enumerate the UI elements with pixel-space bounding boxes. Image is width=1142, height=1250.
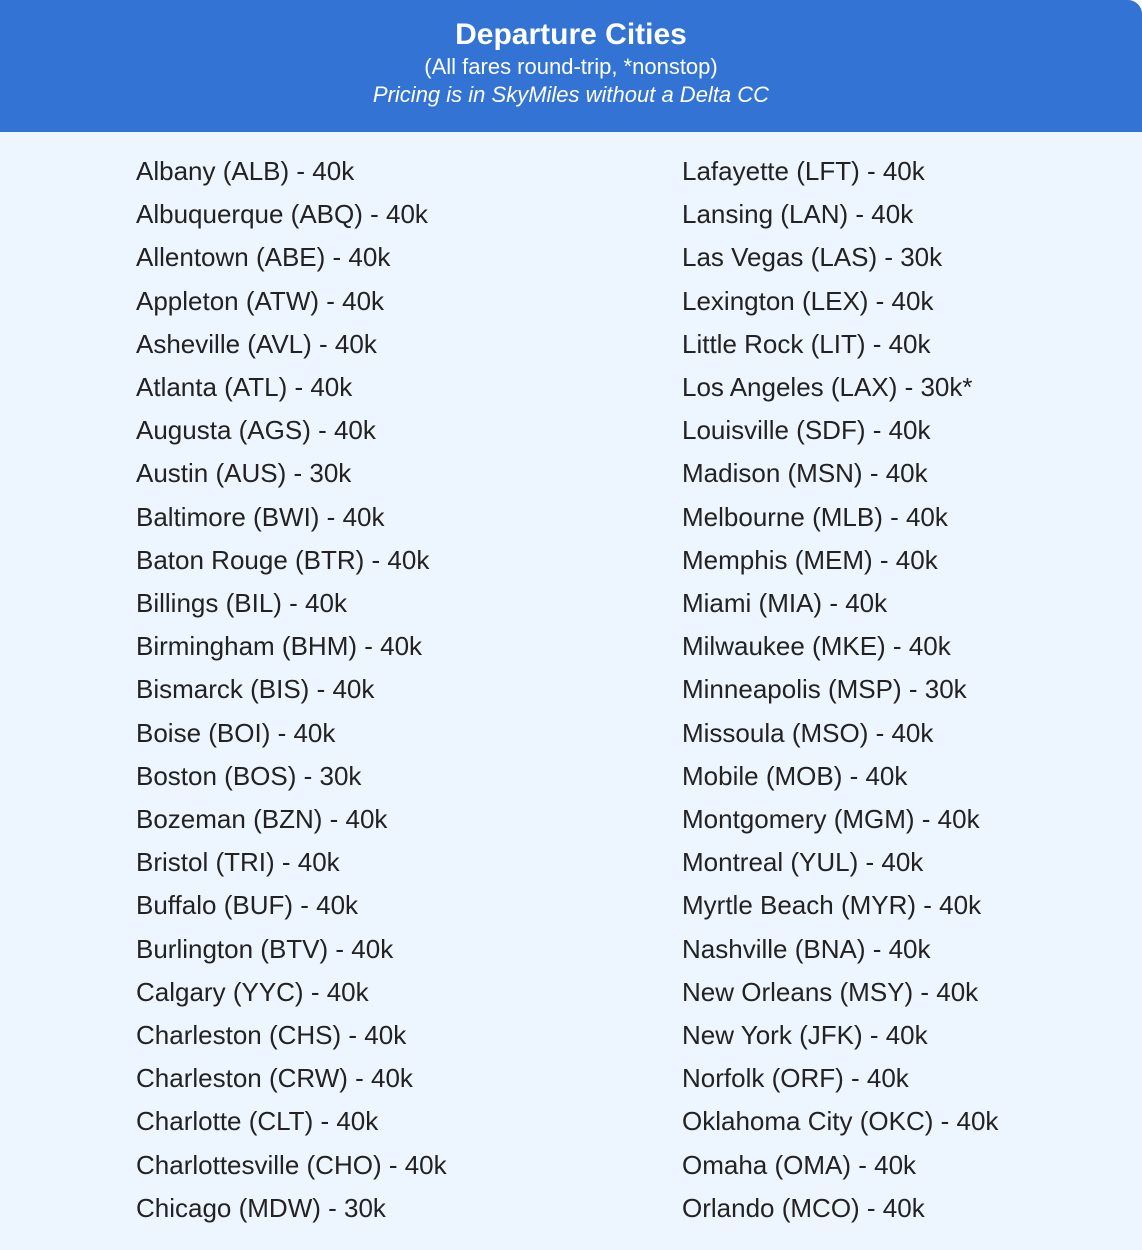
city-item: Little Rock (LIT) - 40k xyxy=(682,328,931,359)
city-item: Albuquerque (ABQ) - 40k xyxy=(136,199,428,230)
city-item: Albany (ALB) - 40k xyxy=(136,156,355,186)
city-item: Charlotte (CLT) - 40k xyxy=(136,1106,379,1137)
city-item: Memphis (MEM) - 40k xyxy=(682,544,938,575)
subtitle: (All fares round-trip, *nonstop) xyxy=(424,54,718,79)
city-item: Allentown (ABE) - 40k xyxy=(136,242,391,273)
city-item: Bozeman (BZN) - 40k xyxy=(136,804,388,835)
city-item: Las Vegas (LAS) - 30k xyxy=(682,242,943,273)
city-item: Calgary (YYC) - 40k xyxy=(136,976,369,1007)
city-item: Mobile (MOB) - 40k xyxy=(682,760,908,791)
city-item: Montreal (YUL) - 40k xyxy=(682,847,924,878)
city-item: Nashville (BNA) - 40k xyxy=(682,933,931,964)
city-item: Appleton (ATW) - 40k xyxy=(136,285,385,316)
city-item: Lafayette (LFT) - 40k xyxy=(682,156,925,186)
city-item: Bismarck (BIS) - 40k xyxy=(136,674,375,705)
page-title: Departure Cities xyxy=(455,18,687,51)
city-item: Myrtle Beach (MYR) - 40k xyxy=(682,890,982,921)
city-item: Omaha (OMA) - 40k xyxy=(682,1149,917,1180)
city-item: Milwaukee (MKE) - 40k xyxy=(682,631,951,662)
city-item: Augusta (AGS) - 40k xyxy=(136,415,376,446)
city-item: Lansing (LAN) - 40k xyxy=(682,199,914,230)
city-item: Norfolk (ORF) - 40k xyxy=(682,1063,909,1094)
city-item: Austin (AUS) - 30k xyxy=(136,458,352,489)
city-item: Atlanta (ATL) - 40k xyxy=(136,372,353,403)
city-item: Bristol (TRI) - 40k xyxy=(136,847,340,878)
city-list-left: Albany (ALB) - 40k Albuquerque (ABQ) - 40… xyxy=(136,150,447,1230)
city-item: Birmingham (BHM) - 40k xyxy=(136,631,423,662)
city-item: Los Angeles (LAX) - 30k* xyxy=(682,372,973,403)
city-item: New York (JFK) - 40k xyxy=(682,1020,928,1051)
city-item: Lexington (LEX) - 40k xyxy=(682,285,934,316)
header: Departure Cities (All fares round-trip, … xyxy=(0,0,1142,132)
city-item: Charlottesville (CHO) - 40k xyxy=(136,1149,447,1180)
city-item: Buffalo (BUF) - 40k xyxy=(136,890,359,921)
city-list-right: Lafayette (LFT) - 40k Lansing (LAN) - 40k… xyxy=(682,150,998,1230)
city-item: Oklahoma City (OKC) - 40k xyxy=(682,1106,999,1137)
city-item: Miami (MIA) - 40k xyxy=(682,588,888,619)
city-item: Louisville (SDF) - 40k xyxy=(682,415,931,446)
city-item: Boston (BOS) - 30k xyxy=(136,760,362,791)
city-item: Missoula (MSO) - 40k xyxy=(682,717,934,748)
city-item: Montgomery (MGM) - 40k xyxy=(682,804,980,835)
city-item: Boise (BOI) - 40k xyxy=(136,717,336,748)
city-item: Charleston (CHS) - 40k xyxy=(136,1020,407,1051)
pricing-note: Pricing is in SkyMiles without a Delta C… xyxy=(372,82,770,107)
city-item: Orlando (MCO) - 40k xyxy=(682,1192,925,1223)
city-item: Melbourne (MLB) - 40k xyxy=(682,501,948,532)
city-item: Charleston (CRW) - 40k xyxy=(136,1063,413,1094)
city-item: Billings (BIL) - 40k xyxy=(136,588,347,619)
city-item: Asheville (AVL) - 40k xyxy=(136,328,377,359)
city-item: Minneapolis (MSP) - 30k xyxy=(682,674,967,705)
city-item: Burlington (BTV) - 40k xyxy=(136,933,394,964)
city-item: Baton Rouge (BTR) - 40k xyxy=(136,544,430,575)
city-item: Madison (MSN) - 40k xyxy=(682,458,928,489)
city-item: Chicago (MDW) - 30k xyxy=(136,1192,386,1223)
city-item: Baltimore (BWI) - 40k xyxy=(136,501,385,532)
city-item: New Orleans (MSY) - 40k xyxy=(682,976,979,1007)
